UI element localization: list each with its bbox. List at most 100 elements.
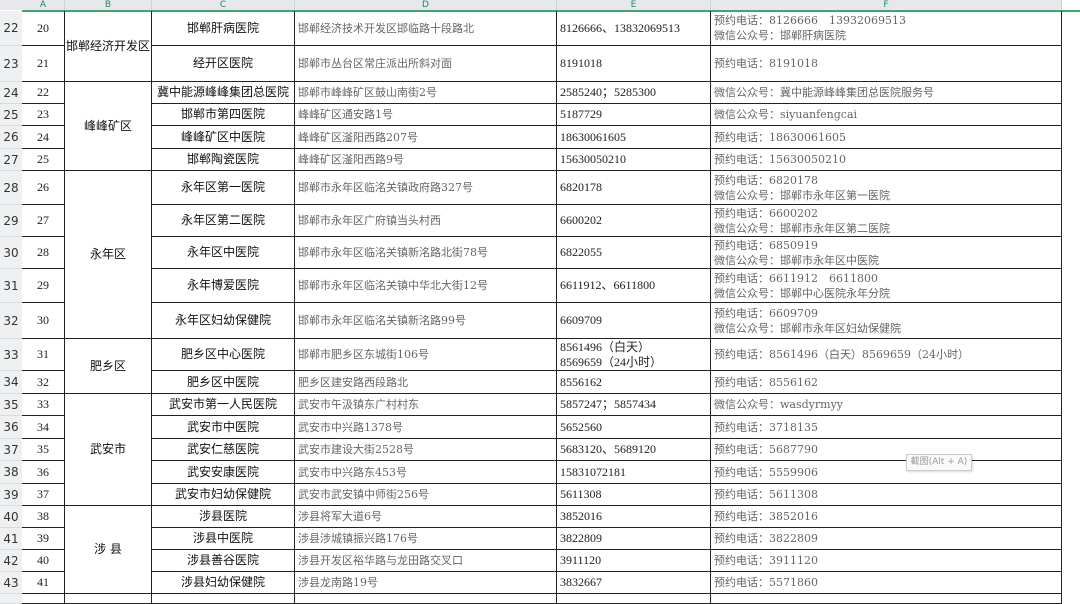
cell-hospital-name[interactable]: 邯郸陶瓷医院 [152,149,295,171]
cell-serial-number[interactable]: 41 [22,572,65,594]
cell-booking-info[interactable]: 预约电话：3822809 [711,528,1062,550]
cell-address[interactable]: 邯郸市肥乡区东城街106号 [295,339,557,371]
cell-serial-number[interactable]: 39 [22,528,65,550]
cell-hospital-name[interactable]: 涉县妇幼保健院 [152,572,295,594]
cell-phone[interactable]: 8556162 [557,371,711,394]
cell-district-merged[interactable]: 涉 县 [65,506,152,594]
cell-booking-info[interactable]: 微信公众号：siyuanfengcai [711,104,1062,126]
row-header[interactable]: 43 [0,572,22,594]
cell-hospital-name[interactable]: 涉县中医院 [152,528,295,550]
cell-address[interactable]: 肥乡区建安路西段路北 [295,371,557,394]
cell-serial-number[interactable]: 32 [22,371,65,394]
cell-hospital-name[interactable]: 经开区医院 [152,46,295,82]
cell-serial-number[interactable]: 20 [22,11,65,46]
cell-hospital-name[interactable]: 永年博爱医院 [152,269,295,303]
cell-serial-number[interactable]: 26 [22,171,65,205]
cell-empty[interactable] [295,594,557,604]
cell-serial-number[interactable]: 35 [22,439,65,461]
cell-booking-info[interactable]: 预约电话：3852016 [711,506,1062,528]
row-header[interactable]: 42 [0,550,22,572]
row-header[interactable]: 36 [0,416,22,439]
row-header[interactable]: 37 [0,439,22,461]
row-header[interactable]: 23 [0,46,22,82]
cell-booking-info[interactable]: 预约电话：6820178 微信公众号：邯郸市永年区第一医院 [711,171,1062,205]
cell-serial-number[interactable]: 30 [22,303,65,339]
cell-phone[interactable]: 6600202 [557,205,711,237]
column-header-f[interactable]: F [711,0,1062,10]
cell-booking-info[interactable]: 预约电话：8561496（白天）8569659（24小时） [711,339,1062,371]
cell-booking-info[interactable]: 预约电话：8556162 [711,371,1062,394]
cell-phone[interactable]: 5611308 [557,484,711,506]
cell-address[interactable]: 武安市武安镇中师街256号 [295,484,557,506]
cell-booking-info[interactable]: 预约电话：5571860 [711,572,1062,594]
cell-hospital-name[interactable]: 冀中能源峰峰集团总医院 [152,82,295,104]
cell-address[interactable]: 邯郸市峰峰矿区鼓山南街2号 [295,82,557,104]
row-header[interactable]: 40 [0,506,22,528]
cell-empty[interactable] [22,594,65,604]
cell-phone[interactable]: 3911120 [557,550,711,572]
row-header[interactable] [0,594,22,604]
cell-phone[interactable]: 15630050210 [557,149,711,171]
column-header-d[interactable]: D [295,0,557,10]
cell-empty[interactable] [711,594,1062,604]
cell-empty[interactable] [557,594,711,604]
cell-address[interactable]: 邯郸市永年区广府镇当头村西 [295,205,557,237]
cell-serial-number[interactable]: 31 [22,339,65,371]
cell-hospital-name[interactable]: 涉县善谷医院 [152,550,295,572]
cell-address[interactable]: 邯郸经济技术开发区邯临路十段路北 [295,11,557,46]
cell-address[interactable]: 武安市中兴路1378号 [295,416,557,439]
cell-hospital-name[interactable]: 永年区中医院 [152,237,295,269]
cell-booking-info[interactable]: 预约电话：5559906 [711,461,1062,484]
cell-booking-info[interactable]: 预约电话：3718135 [711,416,1062,439]
cell-phone[interactable]: 6609709 [557,303,711,339]
cell-hospital-name[interactable]: 涉县医院 [152,506,295,528]
cell-phone[interactable]: 8126666、13832069513 [557,11,711,46]
cell-address[interactable]: 涉县将军大道6号 [295,506,557,528]
cell-district-merged[interactable]: 武安市 [65,394,152,506]
cell-booking-info[interactable]: 预约电话：5611308 [711,484,1062,506]
row-header[interactable]: 29 [0,205,22,237]
row-header[interactable]: 35 [0,394,22,416]
cell-phone[interactable]: 15831072181 [557,461,711,484]
row-header[interactable]: 28 [0,171,22,205]
cell-serial-number[interactable]: 21 [22,46,65,82]
cell-address[interactable]: 涉县涉城镇振兴路176号 [295,528,557,550]
row-header[interactable]: 39 [0,484,22,506]
cell-empty[interactable] [65,594,152,604]
select-all-corner[interactable] [0,0,22,10]
column-header-b[interactable]: B [65,0,152,10]
cell-hospital-name[interactable]: 肥乡区中心医院 [152,339,295,371]
cell-serial-number[interactable]: 28 [22,237,65,269]
cell-serial-number[interactable]: 22 [22,82,65,104]
cell-booking-info[interactable]: 预约电话：15630050210 [711,149,1062,171]
row-header[interactable]: 38 [0,461,22,484]
row-header[interactable]: 27 [0,149,22,171]
cell-phone[interactable]: 6822055 [557,237,711,269]
cell-booking-info[interactable]: 预约电话：3911120 [711,550,1062,572]
cell-phone[interactable]: 6820178 [557,171,711,205]
cell-address[interactable]: 武安市中兴路东453号 [295,461,557,484]
cell-hospital-name[interactable]: 永年区第二医院 [152,205,295,237]
cell-booking-info[interactable]: 预约电话：5687790 [711,439,1062,461]
cell-hospital-name[interactable]: 武安市中医院 [152,416,295,439]
cell-hospital-name[interactable]: 邯郸市第四医院 [152,104,295,126]
cell-serial-number[interactable]: 36 [22,461,65,484]
cell-address[interactable]: 涉县开发区裕华路与龙田路交叉口 [295,550,557,572]
row-header[interactable]: 33 [0,339,22,371]
cell-phone[interactable]: 8191018 [557,46,711,82]
cell-address[interactable]: 邯郸市丛台区常庄派出所斜对面 [295,46,557,82]
row-header[interactable]: 24 [0,82,22,104]
cell-booking-info[interactable]: 预约电话：8126666 13932069513 微信公众号：邯郸肝病医院 [711,11,1062,46]
cell-address[interactable]: 邯郸市永年区临洺关镇新洺路99号 [295,303,557,339]
cell-hospital-name[interactable]: 肥乡区中医院 [152,371,295,394]
cell-address[interactable]: 涉县龙南路19号 [295,572,557,594]
cell-booking-info[interactable]: 预约电话：6611912 6611800 微信公众号：邯郸中心医院永年分院 [711,269,1062,303]
cell-serial-number[interactable]: 34 [22,416,65,439]
cell-booking-info[interactable]: 预约电话：6600202 微信公众号：邯郸市永年区第二医院 [711,205,1062,237]
row-header[interactable]: 34 [0,371,22,394]
cell-address[interactable]: 邯郸市永年区临洺关镇新洺路北街78号 [295,237,557,269]
cell-booking-info[interactable]: 预约电话：8191018 [711,46,1062,82]
cell-address[interactable]: 峰峰矿区通安路1号 [295,104,557,126]
column-header-c[interactable]: C [152,0,295,10]
cell-serial-number[interactable]: 27 [22,205,65,237]
